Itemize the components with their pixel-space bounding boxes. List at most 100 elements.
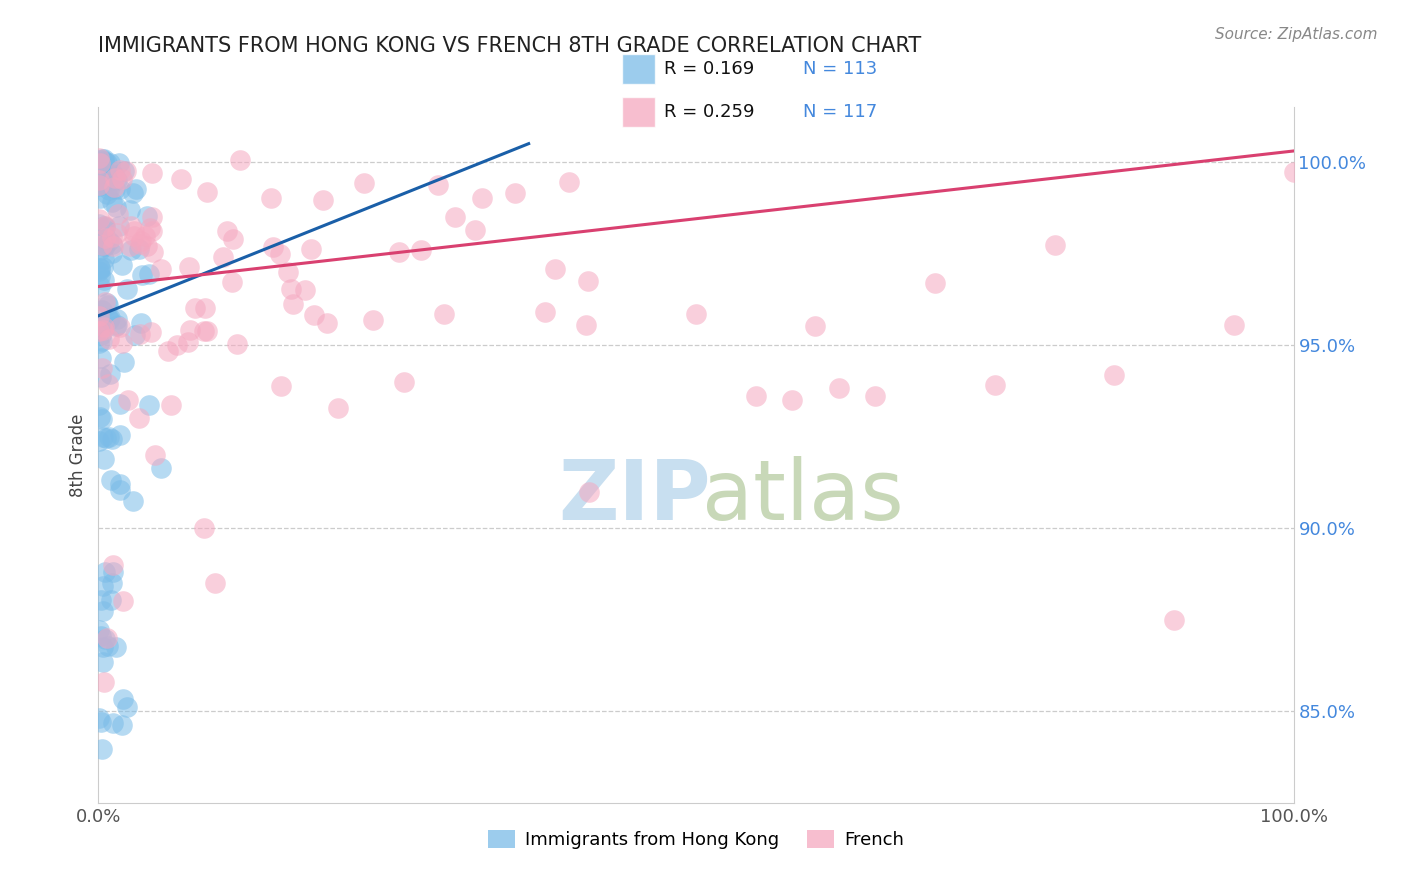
Point [96,186,118,201]
Point [108,162,131,177]
Point [96,155,118,169]
Point [780,393,803,408]
Point [89,243,111,257]
Point [89,398,111,412]
Point [111,718,134,732]
Point [87,263,110,277]
Point [115,163,138,178]
Point [98,367,121,381]
Point [122,224,145,238]
Point [90,152,112,166]
Point [89,217,111,231]
Point [101,558,124,572]
Point [101,237,124,252]
Point [94,220,117,235]
Point [229,153,252,167]
Point [98,156,121,170]
Point [222,232,245,246]
Point [128,242,150,256]
Point [685,307,707,321]
Point [89,623,111,637]
Point [179,323,201,337]
Point [87,172,110,186]
Point [93,295,115,310]
Point [91,360,114,375]
Point [120,239,142,253]
Point [142,245,165,260]
Point [302,308,325,322]
Point [177,260,200,274]
Point [225,337,247,351]
Point [471,191,494,205]
Point [96,431,118,445]
Text: atlas: atlas [702,456,904,537]
Point [94,239,117,253]
Point [87,178,110,193]
Point [90,629,112,643]
Point [394,375,416,389]
Point [105,318,128,332]
Point [426,178,449,192]
Point [215,224,238,238]
Point [117,699,139,714]
Point [433,308,456,322]
Point [87,156,110,170]
Point [93,173,115,187]
Point [141,210,163,224]
Point [108,219,131,233]
Point [204,576,226,591]
Point [409,243,432,257]
Point [93,451,115,466]
Point [105,312,128,326]
Point [94,219,117,233]
Point [87,177,110,191]
Point [312,193,335,207]
Point [558,175,581,189]
Point [533,304,555,318]
Point [315,316,337,330]
Point [96,631,118,645]
Point [361,313,384,327]
Point [1104,368,1126,383]
Point [93,252,115,266]
Point [110,476,132,491]
Point [131,268,153,283]
Point [97,312,120,326]
Point [94,175,117,189]
Point [107,207,129,221]
Point [543,261,565,276]
Point [89,151,111,165]
Point [97,234,120,248]
Point [194,301,217,316]
Point [89,318,111,333]
Point [105,640,128,654]
Text: Source: ZipAtlas.com: Source: ZipAtlas.com [1215,27,1378,42]
Point [89,191,111,205]
Point [103,168,125,182]
Point [91,640,114,655]
Point [112,355,135,369]
Point [101,229,124,244]
Point [112,163,135,178]
Text: ZIP: ZIP [558,456,711,537]
Point [117,392,139,407]
Point [112,594,135,608]
Point [93,319,115,334]
Point [93,219,115,234]
Point [89,309,111,323]
Point [87,324,110,338]
Point [108,182,131,196]
Point [1043,237,1066,252]
Point [93,153,115,168]
Point [93,430,115,444]
Point [105,173,128,187]
Point [145,448,167,462]
Point [97,430,120,444]
Point [576,274,599,288]
Point [93,153,115,167]
Point [924,276,946,290]
Point [277,264,299,278]
Point [101,246,124,260]
Point [93,675,115,690]
Point [90,714,112,729]
